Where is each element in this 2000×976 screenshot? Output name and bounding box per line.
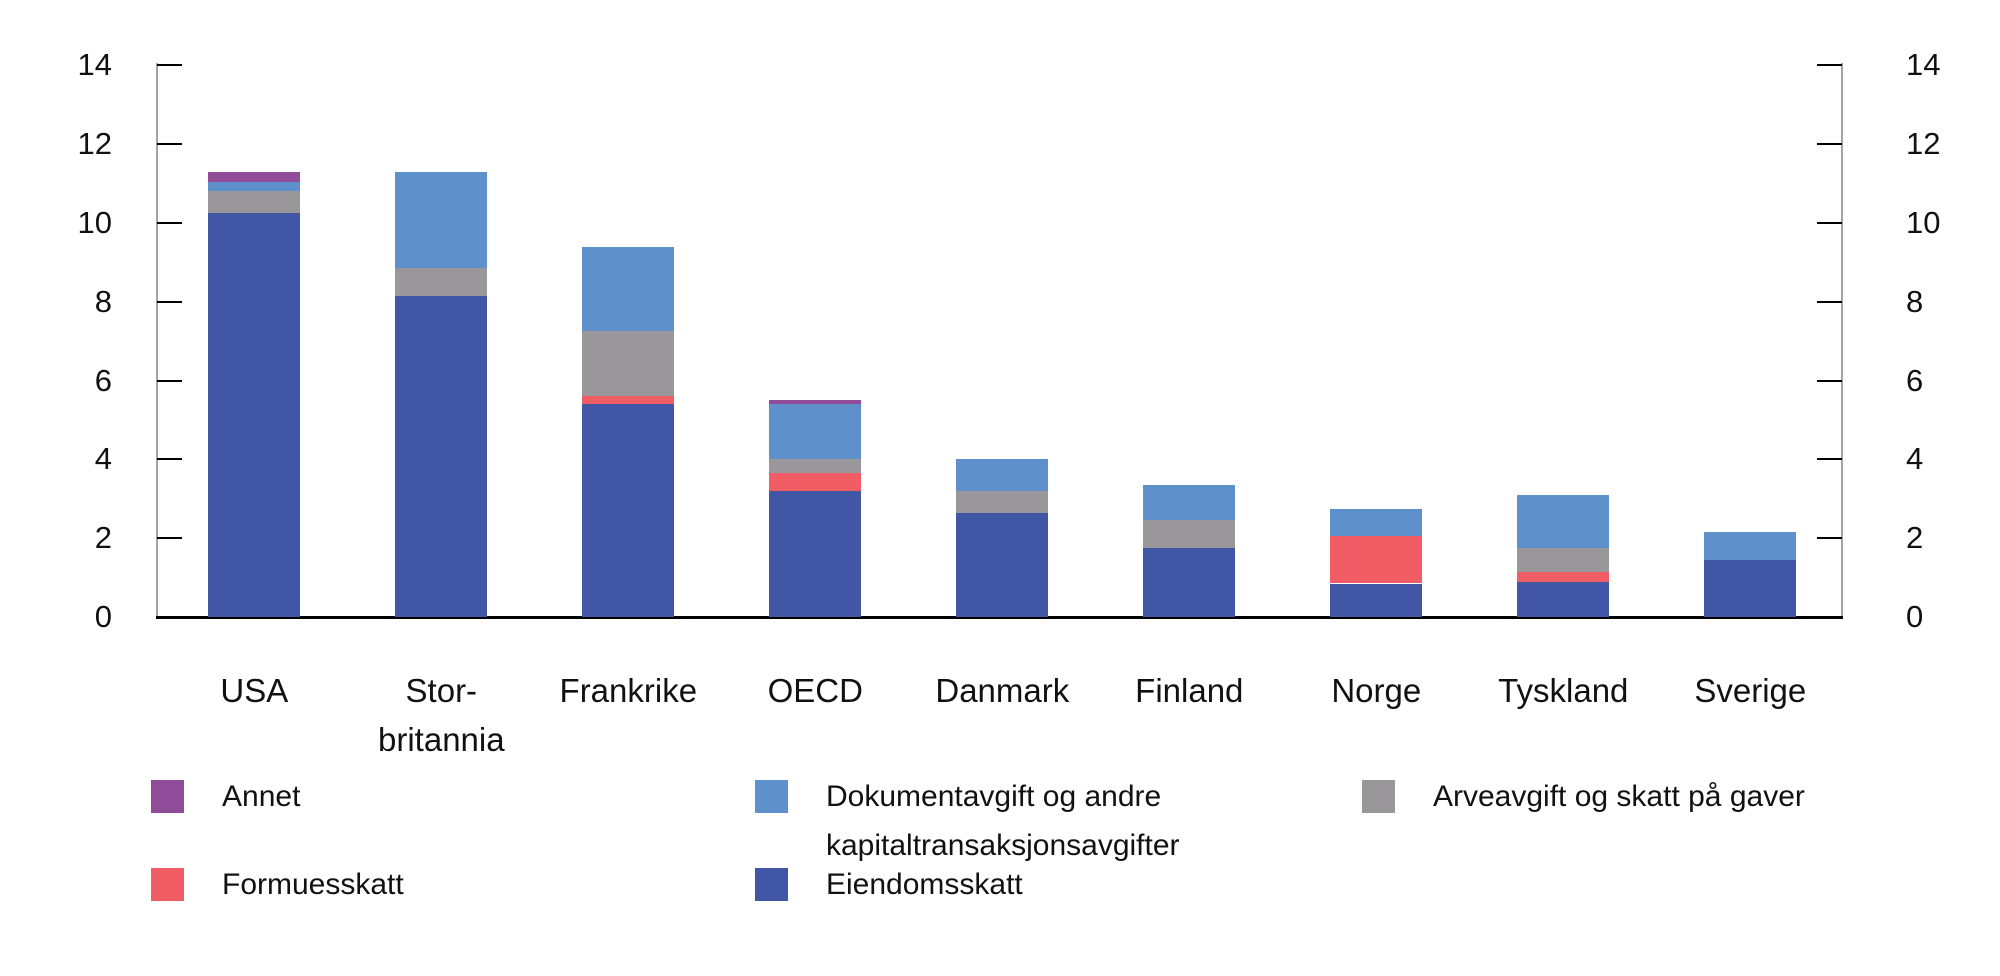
y-axis-line-right (1841, 63, 1843, 617)
bar-segment-dokumentavgift (1330, 508, 1423, 537)
y-axis-tick-right (1817, 300, 1842, 303)
y-axis-tick-label-right: 12 (1906, 126, 1941, 162)
legend-swatch-annet (151, 780, 184, 813)
bar-segment-arveavgift (956, 490, 1049, 513)
bar-segment-formuesskatt (769, 473, 862, 491)
y-axis-tick-label-left: 4 (94, 441, 112, 477)
x-axis-line (156, 616, 1843, 619)
bar-segment-dokumentavgift (956, 459, 1049, 491)
category-label-line: Tyskland (1498, 672, 1629, 709)
category-label: Sverige (1620, 666, 1880, 715)
y-axis-tick-label-right: 6 (1906, 362, 1924, 398)
bar-segment-eiendomsskatt (395, 295, 488, 617)
legend-label: Dokumentavgift og andre kapitaltransaksj… (826, 780, 1180, 862)
category-label-line: Finland (1135, 672, 1244, 709)
bar-segment-eiendomsskatt (582, 404, 675, 617)
y-axis-tick-label-right: 0 (1906, 599, 1924, 634)
y-axis-tick-label-right: 8 (1906, 283, 1924, 319)
bar-segment-formuesskatt (1330, 536, 1423, 584)
y-axis-tick-left (157, 143, 182, 146)
legend-swatch-eiendomsskatt (755, 868, 788, 901)
legend-label: Arveavgift og skatt på gaver (1433, 780, 1805, 813)
y-axis-tick-label-left: 2 (94, 520, 112, 556)
category-label: Stor-britannia (311, 666, 571, 764)
y-axis-tick-right (1817, 537, 1842, 540)
category-label-line: Sverige (1694, 672, 1807, 709)
category-label: Danmark (872, 666, 1132, 715)
bar-segment-eiendomsskatt (769, 490, 862, 617)
bar-segment-dokumentavgift (1704, 532, 1797, 560)
y-axis-tick-right (1817, 458, 1842, 461)
category-label: Norge (1246, 666, 1506, 715)
category-label: Finland (1059, 666, 1319, 715)
y-axis-line-left (156, 63, 158, 617)
category-label: OECD (685, 666, 945, 715)
bar-segment-dokumentavgift (769, 404, 862, 460)
legend-label: Annet (222, 780, 301, 813)
legend-label: Eiendomsskatt (826, 868, 1023, 901)
bar-segment-arveavgift (208, 191, 301, 214)
category-label-line: Stor- (405, 672, 478, 709)
category-label: Frankrike (498, 666, 758, 715)
bar-segment-annet (208, 171, 301, 182)
y-axis-tick-right (1817, 64, 1842, 67)
y-axis-tick-label-right: 4 (1906, 441, 1924, 477)
bar-segment-eiendomsskatt (1704, 559, 1797, 617)
y-axis-tick-label-left: 0 (94, 599, 112, 634)
y-axis-tick-label-left: 14 (77, 47, 112, 83)
y-axis-tick-right (1817, 222, 1842, 224)
y-axis-tick-right (1817, 379, 1842, 382)
y-axis-tick-left (157, 64, 182, 67)
category-label: USA (124, 666, 384, 715)
category-label-line: Norge (1331, 672, 1422, 709)
category-label-line: Danmark (935, 672, 1070, 709)
category-label: Tyskland (1433, 666, 1693, 715)
y-axis-tick-left (157, 458, 182, 461)
bar-segment-dokumentavgift (208, 181, 301, 192)
y-axis-tick-left (157, 537, 182, 540)
bar-segment-annet (769, 400, 862, 405)
bar-segment-dokumentavgift (582, 246, 675, 332)
legend-label: Formuesskatt (222, 868, 404, 901)
y-axis-tick-label-left: 8 (94, 283, 112, 319)
bar-segment-arveavgift (395, 268, 488, 296)
bar-segment-arveavgift (1143, 520, 1236, 549)
bar-segment-eiendomsskatt (208, 213, 301, 617)
category-label-line: Frankrike (559, 672, 698, 709)
y-axis-tick-left (157, 379, 182, 382)
bar-segment-dokumentavgift (395, 171, 488, 269)
bar-segment-formuesskatt (1517, 571, 1610, 582)
y-axis-tick-label-left: 12 (77, 126, 112, 162)
y-axis-tick-right (1817, 143, 1842, 146)
bar-segment-eiendomsskatt (1517, 581, 1610, 617)
legend-swatch-dokumentavgift (755, 780, 788, 813)
y-axis-tick-label-right: 14 (1906, 47, 1941, 83)
bar-segment-arveavgift (1517, 548, 1610, 572)
y-axis-tick-label-right: 10 (1906, 205, 1941, 240)
bar-segment-formuesskatt (582, 396, 675, 405)
bar-segment-arveavgift (769, 459, 862, 474)
category-label-line: USA (220, 672, 289, 709)
y-axis-tick-label-left: 10 (77, 205, 112, 240)
category-label-line: britannia (378, 721, 505, 758)
bar-segment-dokumentavgift (1517, 494, 1610, 549)
legend-swatch-formuesskatt (151, 868, 184, 901)
bar-segment-eiendomsskatt (1330, 583, 1423, 617)
legend-swatch-arveavgift (1362, 780, 1395, 813)
y-axis-tick-label-left: 6 (94, 362, 112, 398)
category-label-line: OECD (767, 672, 863, 709)
y-axis-tick-left (157, 222, 182, 224)
y-axis-tick-label-right: 2 (1906, 520, 1924, 556)
bar-segment-dokumentavgift (1143, 485, 1236, 521)
bar-segment-eiendomsskatt (1143, 548, 1236, 617)
bar-segment-arveavgift (582, 331, 675, 397)
y-axis-tick-left (157, 300, 182, 303)
bar-segment-eiendomsskatt (956, 512, 1049, 617)
